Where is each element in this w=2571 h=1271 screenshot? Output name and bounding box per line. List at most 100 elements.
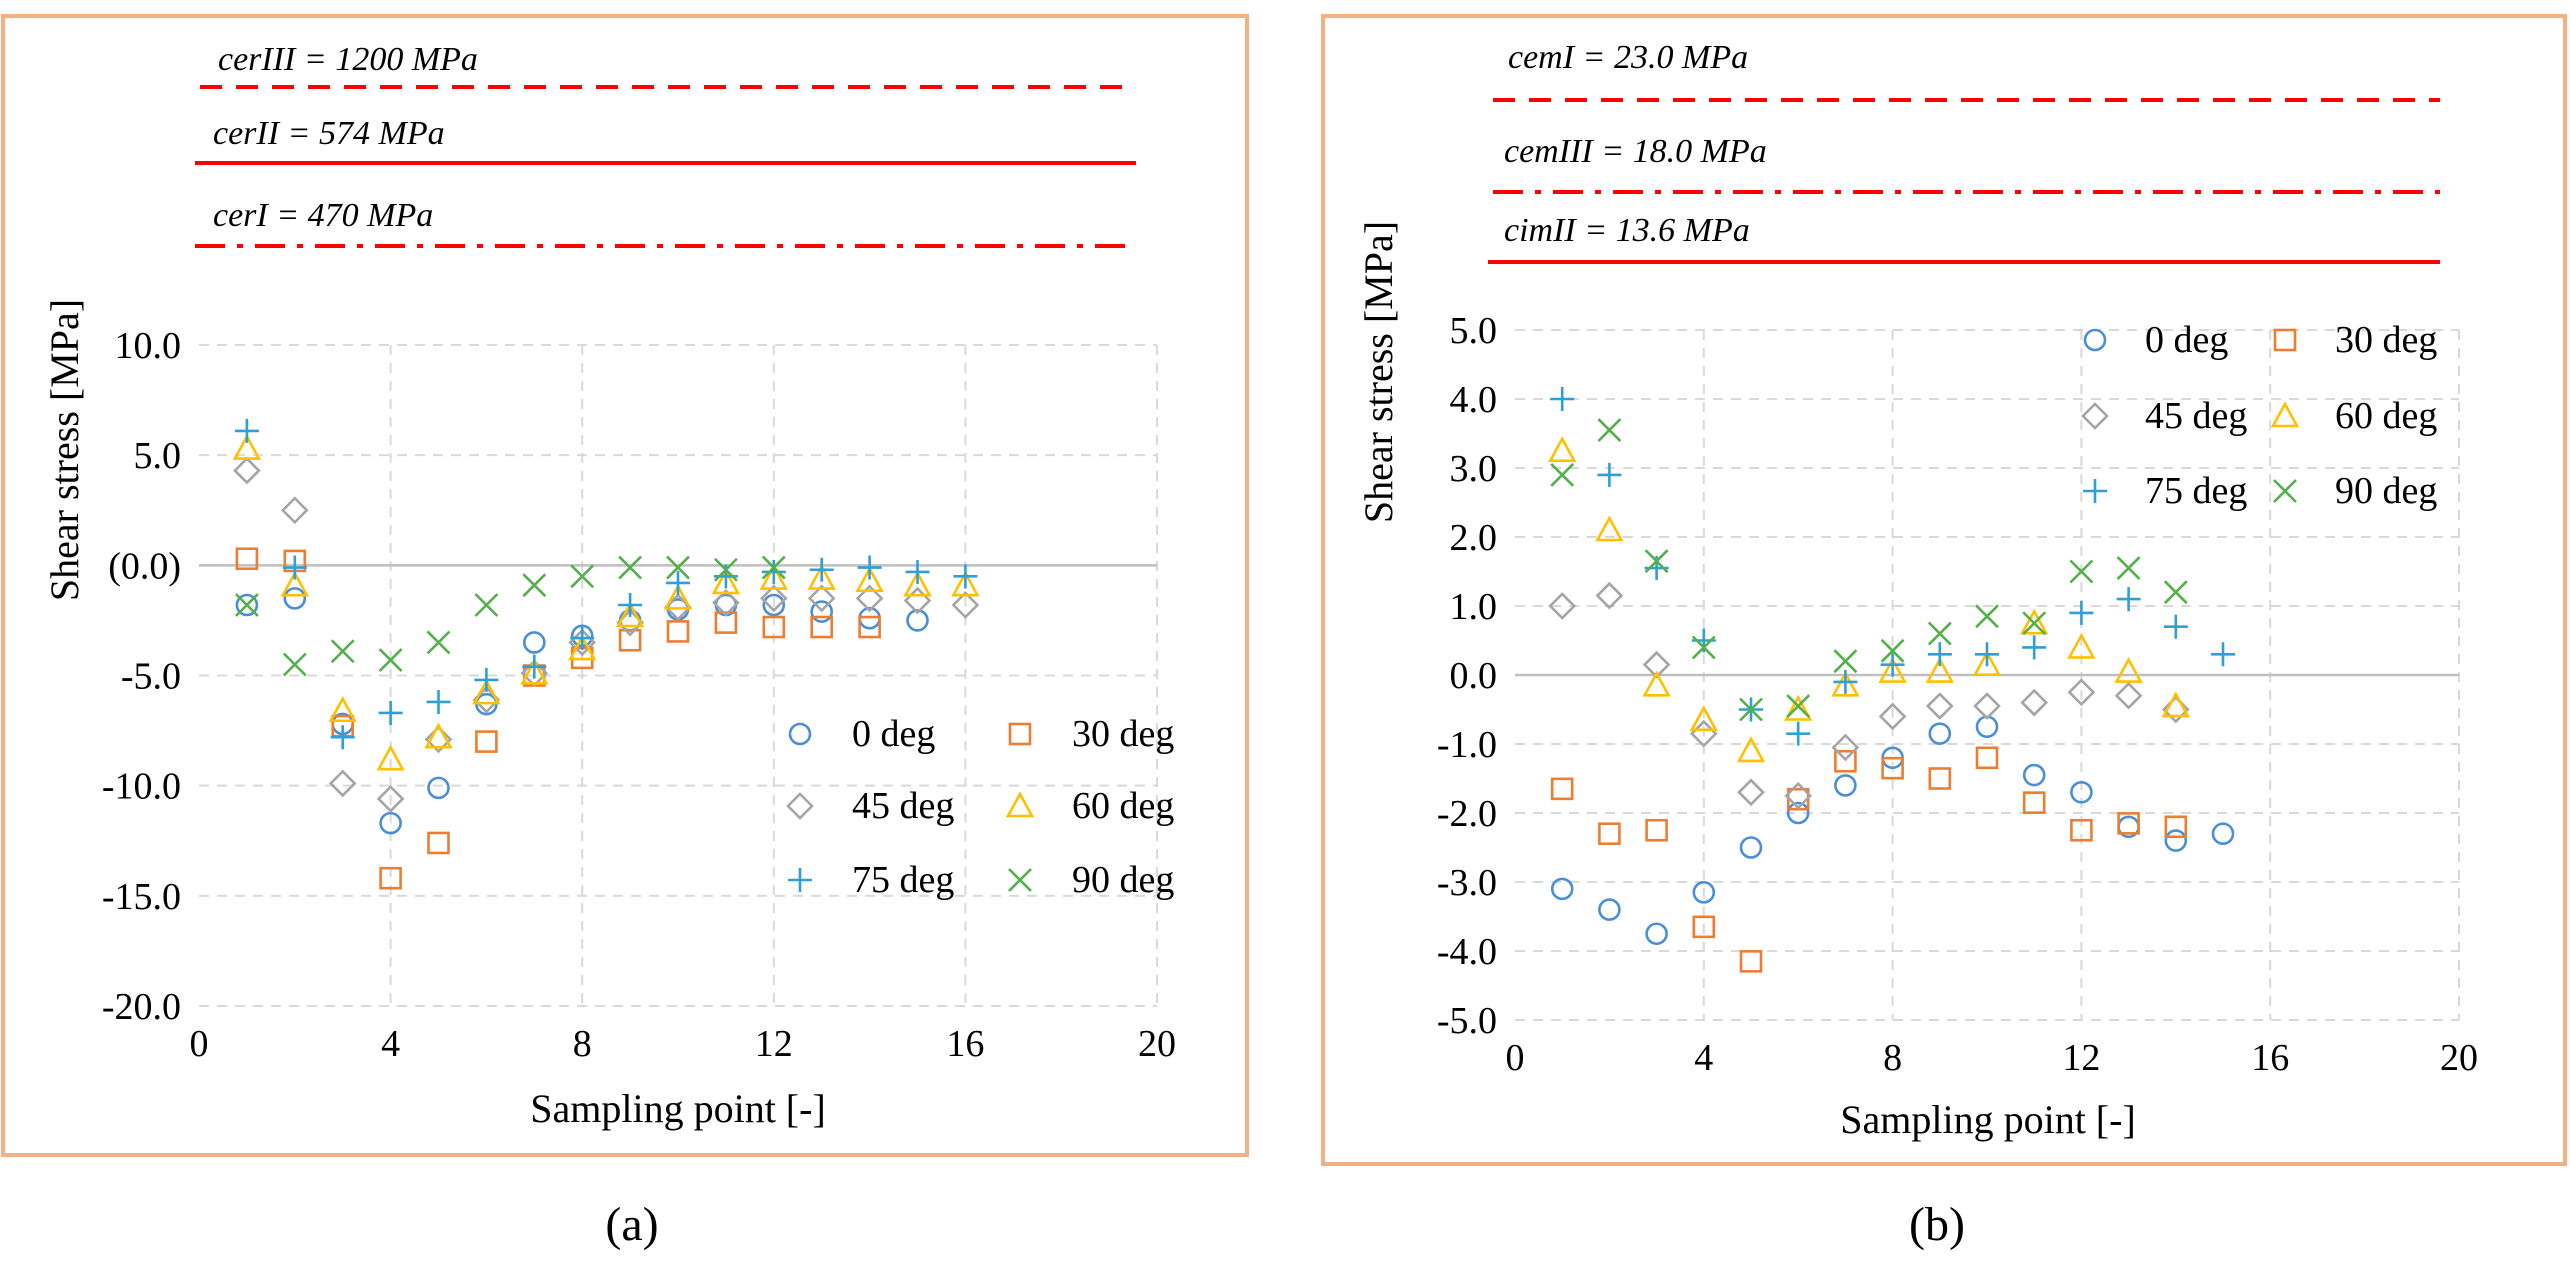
legend-item: 0 deg: [2083, 319, 2228, 361]
data-point: [1928, 722, 1952, 745]
series-60-deg: [1548, 436, 2190, 763]
data-point: [520, 658, 549, 685]
data-point: [378, 700, 403, 725]
legend-label: 0 deg: [2145, 319, 2228, 361]
legend-item: 75 deg: [788, 859, 954, 901]
data-point: [810, 600, 834, 623]
legend-label: 45 deg: [2145, 395, 2247, 437]
legend-item: 90 deg: [1008, 859, 1174, 901]
limit-label: cerII = 574 MPa: [213, 115, 445, 152]
data-point: [330, 725, 355, 750]
legend-label: 60 deg: [1072, 785, 1174, 827]
data-point: [1548, 436, 1577, 463]
data-point: [427, 831, 450, 855]
y-tick-label: -4.0: [1437, 931, 1497, 973]
legend-label: 30 deg: [1072, 713, 1174, 755]
legend-marker: [2270, 401, 2300, 428]
data-point: [2116, 587, 2141, 612]
limit-label: cemI = 23.0 MPa: [1508, 39, 1748, 76]
data-point: [1927, 642, 1952, 667]
y-tick-label: 4.0: [1450, 379, 1498, 421]
data-point: [1975, 604, 1999, 629]
data-point: [761, 559, 786, 584]
data-point: [522, 573, 547, 598]
data-point: [903, 586, 932, 615]
legend-marker: [2083, 328, 2107, 352]
x-axis-label: Sampling point [-]: [1840, 1097, 2136, 1142]
data-point: [2161, 695, 2190, 724]
data-point: [855, 584, 884, 613]
data-point: [759, 563, 788, 590]
data-point: [330, 639, 355, 664]
data-point: [232, 433, 262, 460]
legend-marker: [2273, 328, 2297, 352]
y-tick-label: 3.0: [1450, 448, 1498, 490]
series-90-deg: [234, 555, 786, 677]
legend-item: 75 deg: [2083, 470, 2247, 512]
data-point: [1975, 746, 1999, 770]
chart-panel-b: cemI = 23.0 MPa cemIII = 18.0 MPa cimII = …: [1321, 14, 2567, 1251]
data-point: [663, 583, 693, 610]
legend-marker: [786, 792, 814, 820]
data-point: [570, 626, 595, 651]
data-point: [1786, 694, 1811, 718]
data-point: [618, 555, 643, 580]
data-point: [475, 730, 498, 753]
data-point: [906, 609, 929, 632]
data-point: [1597, 418, 1622, 442]
data-point: [1881, 756, 1904, 780]
data-point: [1692, 881, 1716, 904]
data-point: [1739, 697, 1763, 722]
data-point: [953, 564, 978, 589]
x-tick-label: 0: [190, 1023, 209, 1065]
data-point: [666, 620, 690, 643]
data-point: [762, 615, 786, 639]
legend-item: 0 deg: [788, 713, 935, 755]
data-point: [379, 811, 402, 835]
legend-item: 60 deg: [2270, 395, 2437, 437]
data-point: [1833, 669, 1858, 694]
data-point: [522, 654, 547, 679]
y-tick-label: -3.0: [1437, 862, 1497, 904]
data-point: [666, 555, 690, 580]
data-point: [1644, 549, 1669, 574]
legend-marker: [788, 722, 812, 746]
data-point: [282, 555, 307, 580]
data-point: [855, 566, 884, 593]
data-point: [2116, 556, 2141, 580]
data-point: [2164, 829, 2188, 852]
data-point: [1834, 749, 1857, 773]
legend-marker: [1008, 722, 1032, 746]
y-tick-label: 5.0: [1450, 310, 1498, 352]
legend-marker: [788, 868, 812, 892]
chart-frame: [1321, 14, 2567, 1166]
data-point: [426, 630, 451, 655]
data-point: [2114, 681, 2143, 710]
data-point: [474, 593, 499, 617]
y-tick-label: -10.0: [102, 766, 181, 808]
data-point: [857, 555, 882, 580]
data-point: [2067, 632, 2096, 659]
data-point: [618, 628, 642, 652]
data-point: [2070, 780, 2093, 804]
legend-marker: [2081, 402, 2109, 430]
data-point: [615, 601, 645, 628]
data-point: [1739, 836, 1763, 859]
y-tick-label: -15.0: [102, 876, 181, 918]
data-point: [1550, 462, 1575, 487]
legend-item: 45 deg: [786, 785, 954, 827]
data-point: [951, 591, 980, 619]
data-point: [1598, 822, 1621, 846]
data-point: [1550, 387, 1575, 411]
data-point: [1692, 915, 1716, 939]
legend-label: 30 deg: [2335, 319, 2437, 361]
series-30-deg: [1550, 746, 2188, 973]
data-point: [424, 725, 453, 754]
legend-item: 30 deg: [2273, 319, 2437, 361]
data-point: [1878, 702, 1907, 731]
data-point: [951, 570, 980, 597]
data-point: [1880, 638, 1905, 663]
data-point: [1739, 950, 1763, 973]
data-point: [2117, 812, 2140, 835]
